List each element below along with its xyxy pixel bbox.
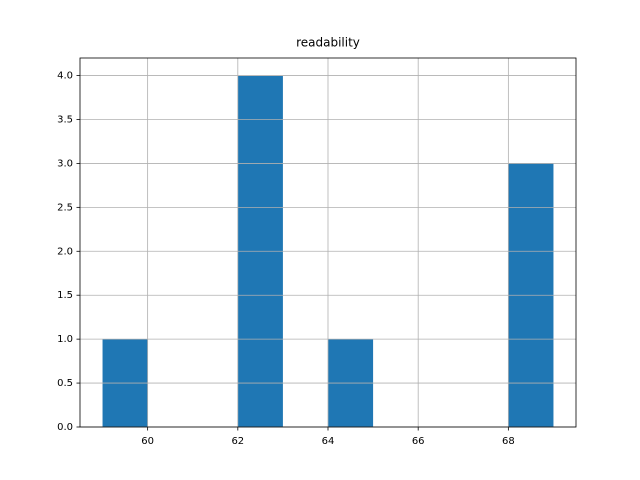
x-tick-label: 68	[502, 436, 515, 447]
y-tick-label: 2.0	[57, 246, 73, 257]
x-tick-label: 66	[412, 436, 425, 447]
y-tick-label: 4.0	[57, 71, 73, 82]
x-tick-label: 60	[141, 436, 154, 447]
y-tick-label: 0.5	[57, 378, 73, 389]
x-tick-label: 64	[322, 436, 335, 447]
y-tick-label: 1.0	[57, 334, 73, 345]
y-tick-label: 3.5	[57, 115, 73, 126]
y-tick-label: 1.5	[57, 290, 73, 301]
y-tick-label: 0.0	[57, 422, 73, 433]
x-tick-label: 62	[231, 436, 244, 447]
chart-title: readability	[296, 36, 360, 50]
y-tick-label: 3.0	[57, 158, 73, 169]
plot-frame	[79, 57, 577, 428]
y-tick-label: 2.5	[57, 202, 73, 213]
